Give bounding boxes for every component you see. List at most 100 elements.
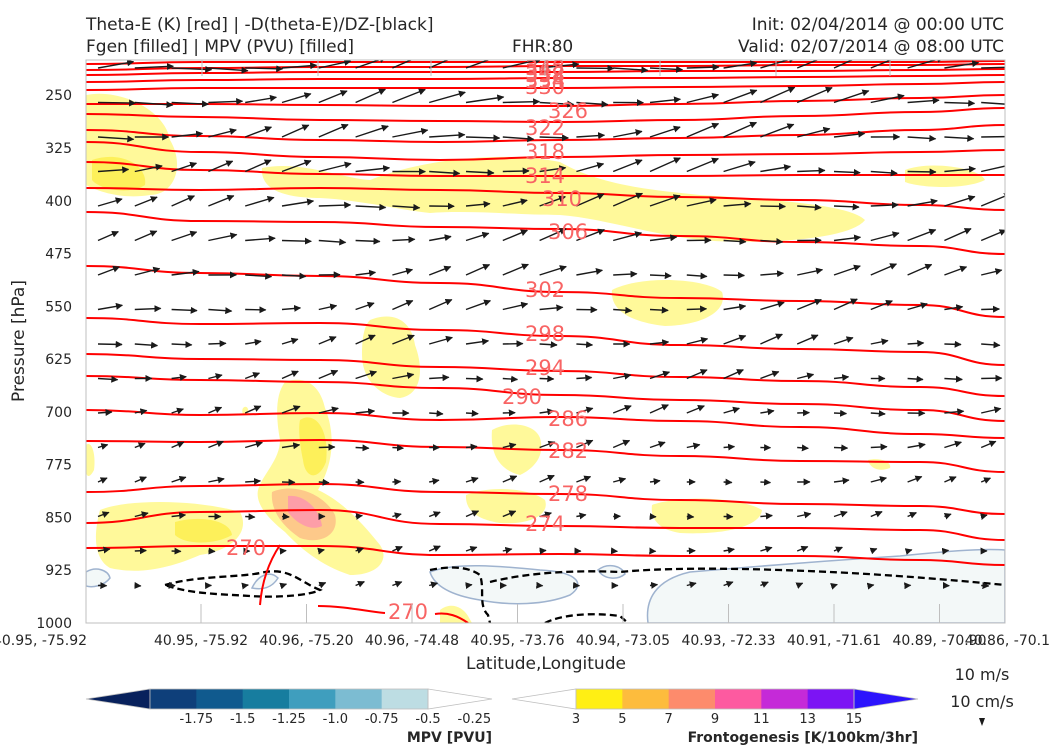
wind-arrow (723, 443, 736, 451)
wind-arrow (907, 475, 923, 483)
wind-arrow (870, 231, 900, 242)
colorbar-tick-label: -1.25 (272, 712, 306, 727)
colorbar-segment (576, 689, 623, 709)
colorbar-segment (335, 689, 383, 709)
colorbar-frame (149, 688, 429, 710)
wind-arrow (760, 512, 773, 520)
wind-arrow (281, 62, 318, 70)
wind-arrow (760, 545, 773, 553)
wind-arrow (723, 406, 740, 414)
wind-arrow (907, 228, 937, 242)
wind-arrow (134, 163, 163, 173)
dthetae-dz-contour (544, 613, 629, 623)
wind-arrow (797, 444, 809, 452)
wind-arrow (97, 197, 123, 207)
wind-arrow (392, 334, 415, 345)
wind-arrow (576, 512, 587, 520)
frontogenesis-colorbar: 3 5 7 9 11 13 15 Frontogenesis [K/100km/3hr] (511, 688, 919, 746)
wind-arrow (943, 512, 952, 520)
wind-arrow (134, 341, 159, 349)
wind-arrow (318, 369, 339, 380)
wind-arrow (281, 405, 301, 414)
wind-arrow (576, 374, 593, 382)
wind-arrow (833, 168, 861, 176)
wind-arrow (208, 406, 223, 414)
y-tick-label: 700 (45, 405, 72, 421)
wind-arrow (981, 406, 1002, 414)
y-tick-label: 625 (45, 352, 72, 368)
wind-arrow (428, 60, 450, 69)
theta-e-contour (86, 438, 1005, 473)
wind-arrow (723, 303, 747, 311)
wind-arrow (686, 336, 709, 345)
wind-arrow (944, 340, 962, 348)
wind-arrow (539, 265, 567, 276)
x-axis-label: Latitude,Longitude (466, 654, 626, 674)
wind-arrow (355, 301, 375, 311)
wind-arrow (318, 60, 352, 69)
wind-arrow (797, 372, 815, 380)
wind-arrow (539, 547, 547, 555)
wind-arrow (318, 123, 349, 138)
wind-arrow (760, 164, 792, 173)
wind-arrow (907, 168, 937, 176)
wind-arrow (833, 130, 866, 138)
wind-arrow (502, 301, 529, 311)
wind-arrow (576, 100, 609, 108)
wind-arrow (392, 299, 414, 311)
wind-arrow (208, 476, 225, 484)
theta-e-label: 274 (525, 512, 565, 536)
wind-arrow (870, 410, 886, 418)
wind-arrow (245, 235, 276, 243)
colorbar-tick-label: 5 (618, 712, 626, 727)
theta-e-contour (86, 186, 1005, 211)
theta-e-label: 286 (548, 407, 588, 431)
wind-arrow (318, 581, 327, 589)
theta-e-label: 298 (525, 322, 565, 346)
wind-arrow (134, 511, 149, 519)
colorbar-tick-label: -1.0 (323, 712, 348, 727)
wind-arrow (171, 373, 187, 381)
wind-arrow (576, 267, 603, 276)
quiver-key: 10 m/s 10 cm/s (950, 665, 1014, 726)
theta-e-label: 278 (548, 482, 588, 506)
wind-arrow (244, 405, 262, 414)
wind-arrow (870, 338, 889, 346)
wind-arrow (723, 369, 744, 380)
wind-arrow (870, 263, 898, 276)
wind-arrow (944, 165, 976, 173)
wind-arrow (649, 194, 681, 207)
wind-arrow (723, 237, 747, 245)
wind-arrow (944, 408, 965, 416)
wind-arrow (355, 581, 365, 588)
wind-arrow (392, 580, 403, 588)
wind-arrow (723, 160, 756, 173)
colorbar-segment (715, 689, 762, 709)
wind-arrow (833, 477, 850, 485)
wind-arrow (613, 372, 632, 380)
colorbar-segment (807, 689, 855, 709)
wind-arrow (833, 409, 848, 417)
wind-arrow (723, 89, 758, 104)
wind-arrow (208, 194, 235, 207)
theta-e-contour (86, 409, 1005, 439)
wind-arrow (97, 230, 119, 242)
wind-arrow (465, 409, 479, 417)
wind-arrow (539, 228, 567, 242)
wind-arrow (244, 372, 261, 380)
wind-arrow (981, 135, 1005, 138)
wind-arrow (281, 237, 312, 245)
wind-arrow (281, 304, 302, 312)
wind-arrow (465, 375, 484, 383)
wind-arrow (171, 130, 204, 138)
wind-arrow (907, 198, 938, 207)
wind-arrow (318, 406, 339, 414)
wind-arrow (576, 132, 606, 140)
wind-arrow (281, 272, 307, 280)
wind-arrow (539, 408, 555, 416)
wind-arrow (281, 198, 315, 207)
wind-arrow (870, 201, 899, 209)
wind-arrow (171, 475, 187, 483)
wind-arrow (355, 547, 364, 554)
wind-arrow (245, 513, 256, 521)
